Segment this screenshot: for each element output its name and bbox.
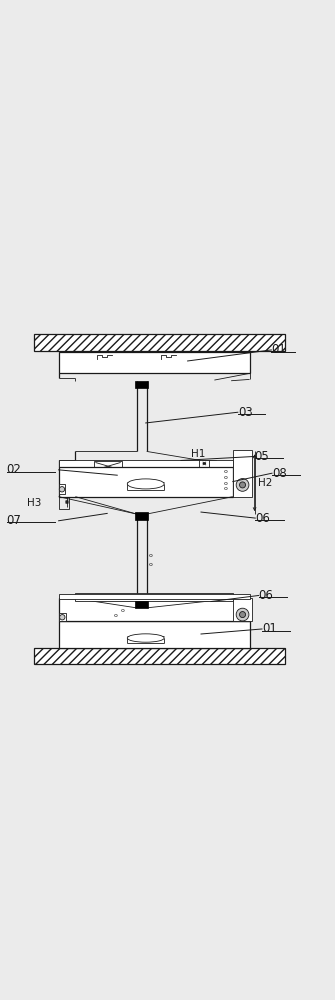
Bar (59, 460, 233, 467)
Text: 02: 02 (7, 463, 21, 476)
Text: H2: H2 (258, 478, 272, 488)
Ellipse shape (127, 634, 164, 642)
Circle shape (236, 608, 249, 621)
Polygon shape (135, 512, 148, 520)
Text: 06: 06 (259, 589, 273, 602)
Text: 01: 01 (271, 343, 286, 356)
Text: 07: 07 (7, 514, 21, 527)
Text: 08: 08 (272, 467, 287, 480)
Text: H3: H3 (27, 498, 42, 508)
Circle shape (59, 487, 65, 492)
Circle shape (240, 612, 246, 618)
Text: H1: H1 (192, 449, 206, 459)
Text: o: o (120, 608, 124, 613)
Text: o: o (114, 613, 118, 618)
Bar (59, 594, 250, 599)
Bar (59, 621, 250, 648)
Bar (59, 613, 66, 621)
Circle shape (60, 615, 65, 620)
Text: 06: 06 (255, 512, 270, 525)
Bar (59, 497, 69, 509)
Bar (233, 450, 252, 497)
Text: 05: 05 (255, 450, 269, 463)
Bar (233, 598, 252, 621)
Polygon shape (135, 381, 148, 388)
Polygon shape (135, 600, 148, 608)
Circle shape (236, 479, 249, 491)
Text: 01: 01 (262, 622, 277, 635)
Bar (59, 467, 233, 497)
Text: o: o (223, 486, 227, 491)
Text: o: o (223, 481, 227, 486)
Text: 03: 03 (238, 406, 253, 419)
Ellipse shape (127, 479, 164, 489)
Text: o: o (149, 553, 153, 558)
Bar (75, 593, 233, 600)
Circle shape (240, 482, 246, 488)
Bar (34, 648, 285, 664)
Bar (59, 484, 65, 494)
Bar (59, 352, 250, 373)
Text: o: o (223, 469, 227, 474)
Bar (34, 334, 285, 351)
Bar (59, 598, 250, 621)
Text: o: o (223, 475, 227, 480)
Bar (94, 461, 122, 471)
Text: o: o (149, 562, 153, 567)
